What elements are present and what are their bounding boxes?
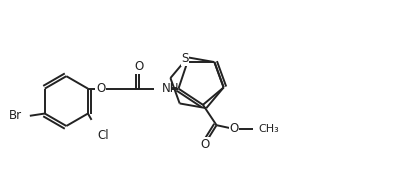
Text: NH: NH: [162, 82, 180, 95]
Text: Br: Br: [9, 109, 22, 122]
Text: O: O: [134, 60, 143, 73]
Text: O: O: [96, 82, 105, 95]
Text: CH₃: CH₃: [258, 124, 279, 134]
Text: S: S: [181, 52, 189, 65]
Text: O: O: [229, 122, 238, 135]
Text: O: O: [201, 138, 210, 151]
Text: Cl: Cl: [97, 129, 109, 142]
